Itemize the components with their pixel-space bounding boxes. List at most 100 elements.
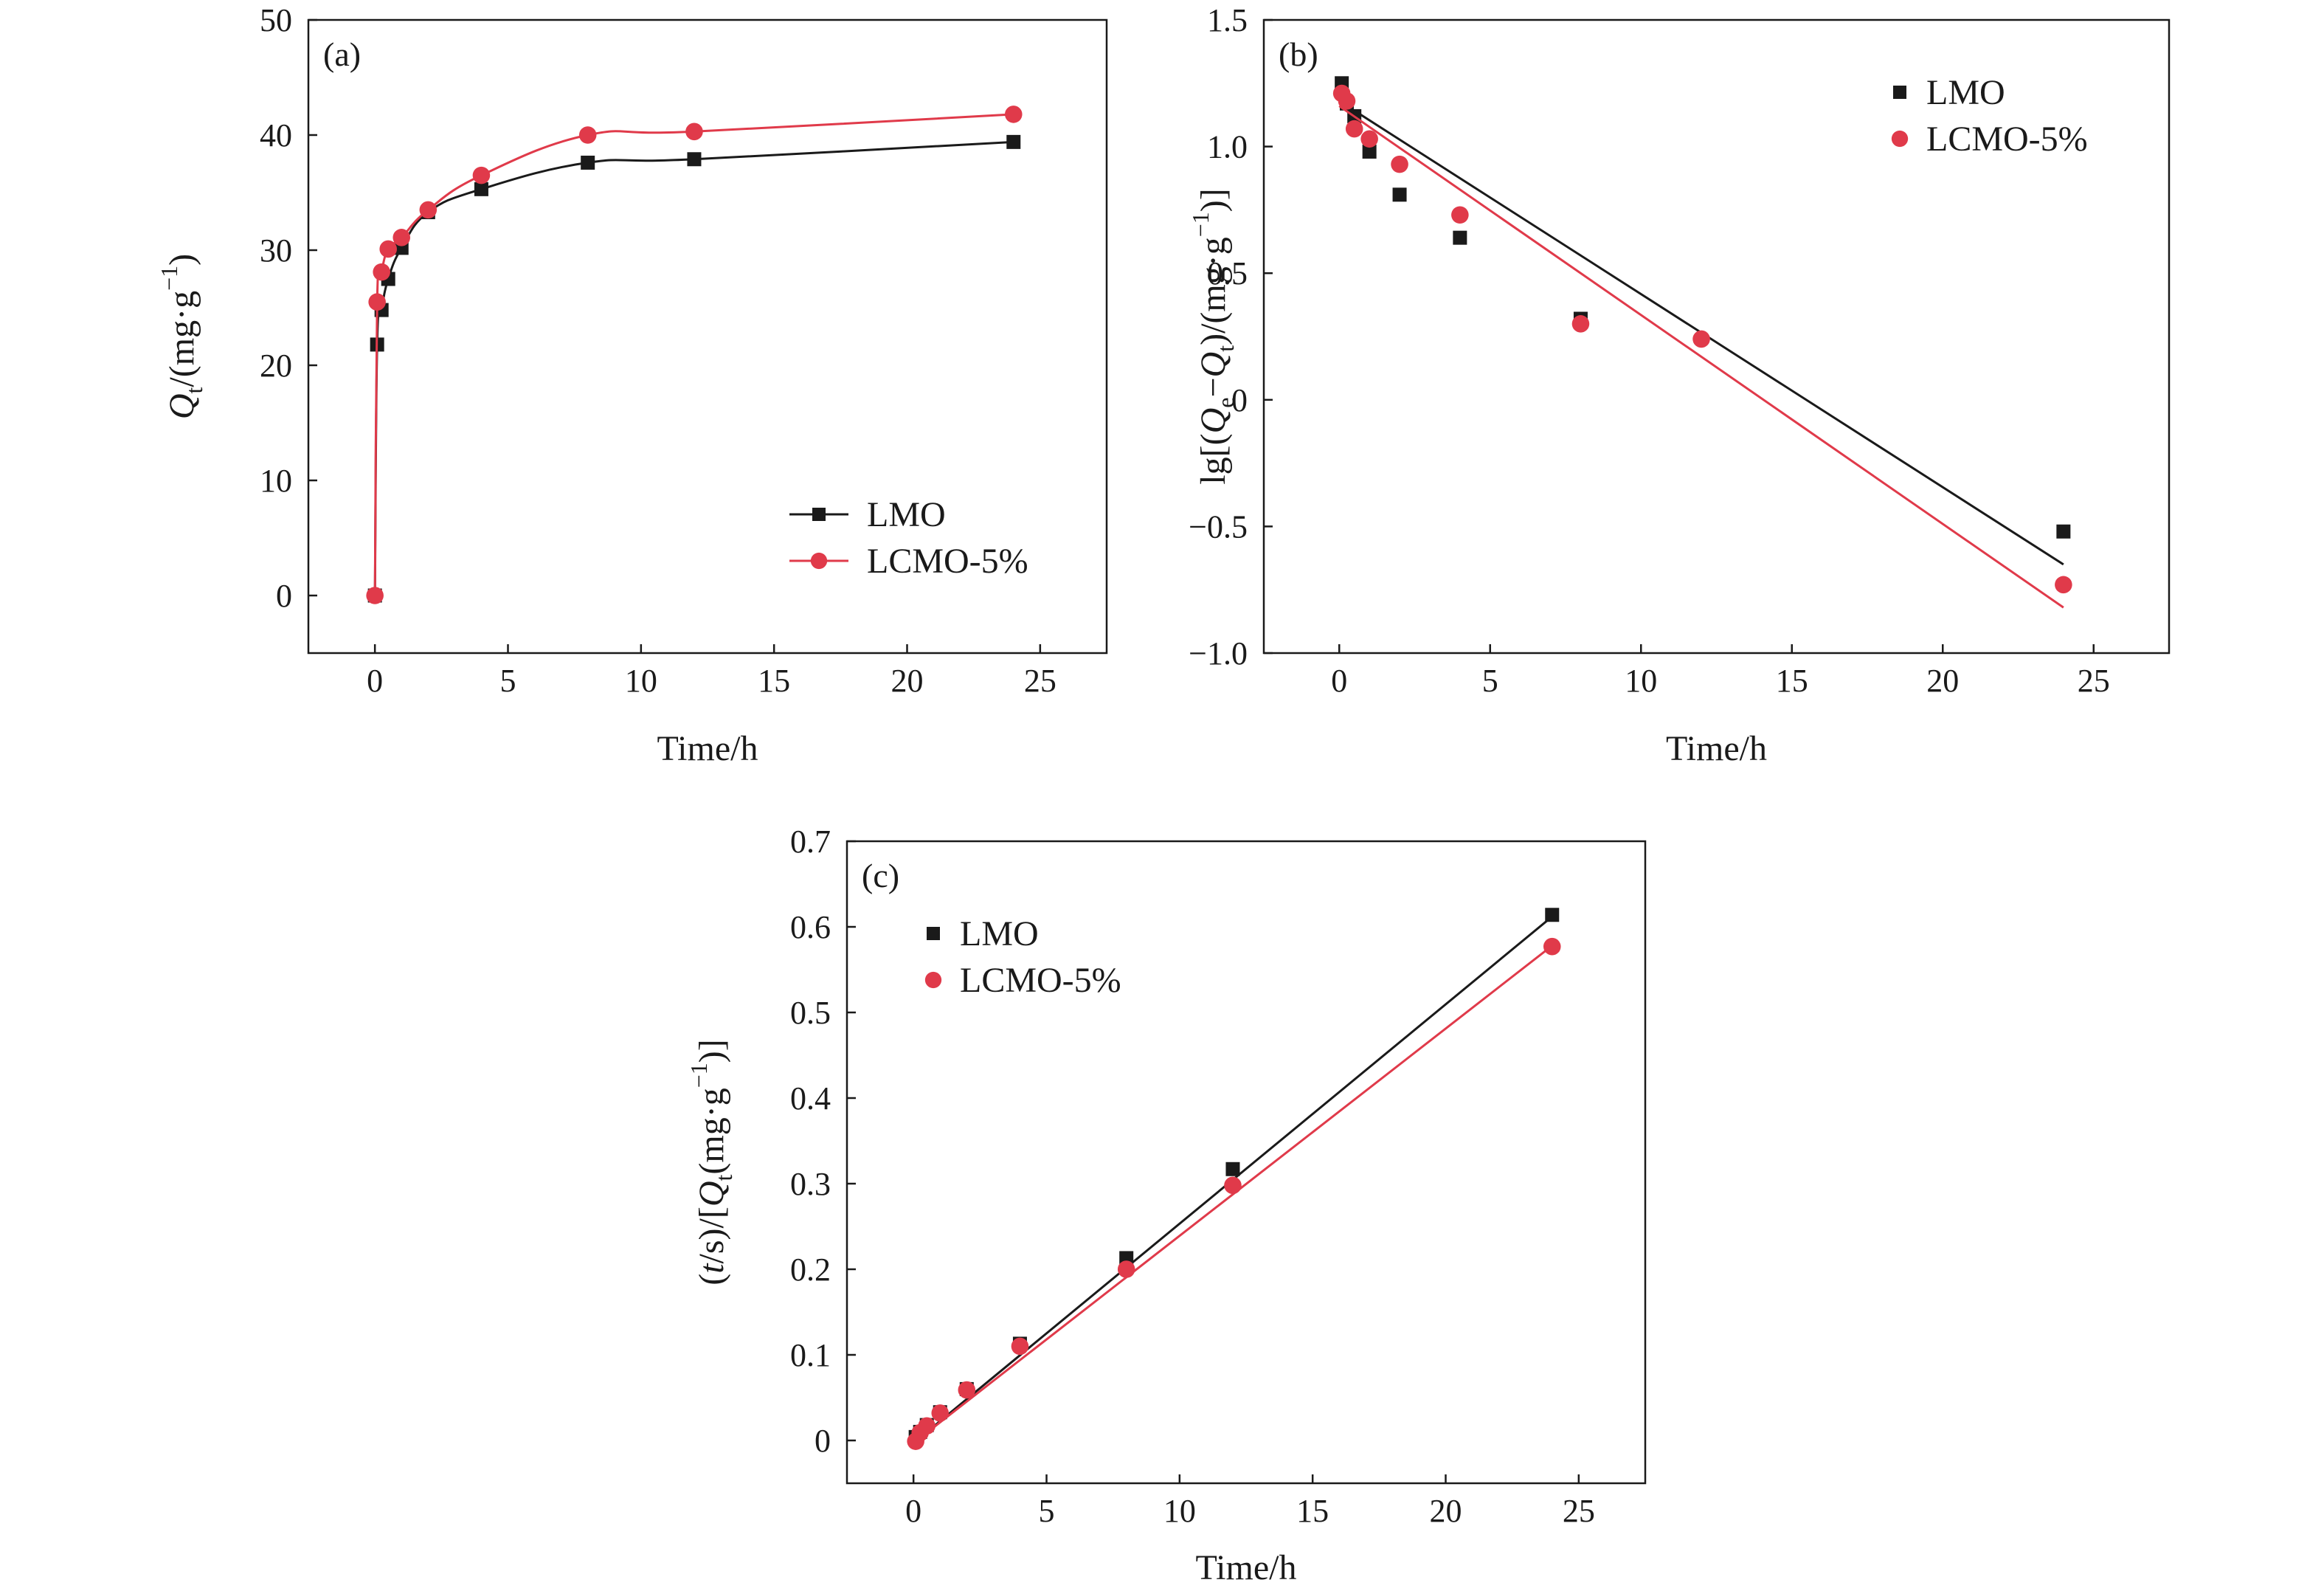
panel-a-y-axis-title: Qt/(mg·g−1) bbox=[156, 254, 207, 419]
panel-b-series-lmo-point bbox=[1392, 187, 1407, 202]
panel-c-y-tick-label: 0.2 bbox=[790, 1252, 831, 1288]
panel-b-y-tick-label: 0 bbox=[1231, 382, 1248, 418]
panel-a-y-tick-label: 50 bbox=[260, 2, 292, 38]
panel-a-series-lcmo-5-point bbox=[368, 293, 386, 311]
panel-a-x-axis-title: Time/h bbox=[657, 729, 758, 768]
panel-c-series-lcmo-5-point bbox=[1011, 1337, 1029, 1356]
panel-c-legend-marker bbox=[924, 971, 942, 989]
panel-c-series-lcmo-5-point bbox=[1117, 1260, 1135, 1278]
panel-a-y-tick-label: 40 bbox=[260, 117, 292, 153]
panel-b-y-tick-label: −1.0 bbox=[1189, 635, 1248, 672]
panel-c-y-axis-title: (t/s)/[Qt(mg·g−1)] bbox=[685, 1039, 737, 1285]
panel-a-plot-frame bbox=[307, 18, 1108, 655]
panel-c-y-tick-label: 0.6 bbox=[790, 909, 831, 945]
panel-b-x-tick-label: 5 bbox=[1482, 663, 1498, 699]
panel-c-x-tick-label: 15 bbox=[1296, 1493, 1329, 1529]
panel-c-x-tick-label: 5 bbox=[1039, 1493, 1055, 1529]
panel-a-series-lcmo-5-point bbox=[379, 240, 397, 258]
panel-a-x-tick-label: 20 bbox=[891, 663, 924, 699]
panel-c-series-lmo-point bbox=[1545, 908, 1560, 922]
panel-c-y-tick-label: 0 bbox=[815, 1423, 831, 1459]
panel-a-y-tick-label: 0 bbox=[276, 578, 292, 614]
panel-c-y-tick-label: 0.3 bbox=[790, 1166, 831, 1202]
panel-a-series-lmo-point bbox=[581, 155, 595, 170]
panel-c-series-lcmo-5-point bbox=[931, 1404, 950, 1422]
panel-b-legend-label: LCMO-5% bbox=[1926, 120, 2088, 159]
panel-b-series-lcmo-5-point bbox=[1360, 130, 1378, 148]
panel-b-series-lmo-point bbox=[2056, 524, 2071, 539]
panel-b-x-tick-label: 10 bbox=[1625, 663, 1657, 699]
panel-b-series-lcmo-5-point bbox=[2055, 576, 2072, 594]
panel-c-x-tick-label: 0 bbox=[905, 1493, 921, 1529]
panel-a-x-tick-label: 5 bbox=[500, 663, 516, 699]
panel-c-legend-label: LCMO-5% bbox=[960, 961, 1121, 1000]
panel-a-series-lmo-point bbox=[474, 182, 488, 196]
panel-b-x-tick-label: 0 bbox=[1331, 663, 1347, 699]
panel-c-y-tick-label: 0.5 bbox=[790, 995, 831, 1031]
panel-b-x-axis-title: Time/h bbox=[1666, 729, 1767, 768]
panel-c-series-lcmo-5-point bbox=[1543, 937, 1561, 956]
panel-a-label: (a) bbox=[323, 35, 361, 73]
panel-a-x-tick-label: 15 bbox=[758, 663, 790, 699]
panel-a-x-tick-label: 25 bbox=[1024, 663, 1056, 699]
panel-a-x-tick-label: 10 bbox=[625, 663, 657, 699]
panel-b-legend: LMO LCMO-5% bbox=[1891, 73, 2088, 159]
panel-b-series-lcmo-5-point bbox=[1451, 206, 1469, 224]
panel-b-legend-marker bbox=[1891, 130, 1909, 148]
panel-b-x-tick-label: 15 bbox=[1776, 663, 1808, 699]
panel-c-y-tick-label: 0.7 bbox=[790, 824, 831, 860]
panel-c-plot-frame bbox=[845, 840, 1647, 1485]
panel-a-legend: LMO LCMO-5% bbox=[789, 495, 1028, 581]
panel-b-series-lcmo-5-point bbox=[1692, 330, 1710, 348]
panel-a-series-lmo-point bbox=[687, 152, 702, 167]
panel-a-legend-marker bbox=[812, 508, 826, 521]
panel-a-legend-label: LMO bbox=[867, 495, 946, 534]
panel-c-x-tick-label: 10 bbox=[1163, 1493, 1196, 1529]
panel-b-series-lcmo-5-point bbox=[1338, 92, 1356, 110]
panel-b-y-tick-label: 1.0 bbox=[1207, 129, 1248, 165]
panel-a-y-tick-label: 30 bbox=[260, 232, 292, 269]
panel-b-series-lcmo-5-point bbox=[1571, 315, 1590, 333]
panel-a-legend-label: LCMO-5% bbox=[867, 542, 1028, 581]
panel-b-series-lmo-point bbox=[1453, 230, 1467, 245]
panel-a-y-tick-label: 10 bbox=[260, 463, 292, 499]
panel-a-series-lcmo-5-point bbox=[472, 166, 491, 184]
panel-a-series-lcmo-5-point bbox=[373, 263, 390, 281]
panel-b-x-tick-label: 25 bbox=[2078, 663, 2110, 699]
panel-c-legend-label: LMO bbox=[960, 914, 1039, 953]
panel-c-legend-marker bbox=[927, 927, 940, 940]
panel-a-series-lcmo-5-point bbox=[685, 122, 703, 141]
panel-c-label: (c) bbox=[862, 857, 899, 894]
panel-b-series-lcmo-5 bbox=[1332, 84, 2072, 609]
panel-a: 0 5 10 15 20 25 0 10 20 30 40 50 (a) Time/h Qt/(mg·g−1… bbox=[156, 2, 1108, 768]
panel-a-series-lmo-point bbox=[1006, 134, 1021, 149]
panel-c-series-lcmo-5-point bbox=[1224, 1176, 1242, 1195]
panel-c-series-lmo-point bbox=[1225, 1162, 1240, 1176]
panel-c-series-lcmo-5-point bbox=[958, 1381, 976, 1399]
panel-c-x-tick-label: 25 bbox=[1563, 1493, 1595, 1529]
panel-a-series-lcmo-5-point bbox=[392, 229, 411, 246]
panel-b-y-tick-label: 1.5 bbox=[1207, 2, 1248, 38]
panel-a-legend-marker bbox=[810, 552, 828, 570]
panel-c: 0 5 10 15 20 25 0 0.1 0.2 0.3 0.4 0.5 0.6 0.7 (c) Time/… bbox=[685, 824, 1647, 1587]
panel-a-x-tick-label: 0 bbox=[367, 663, 383, 699]
panel-a-series-lcmo-5-point bbox=[419, 201, 438, 219]
panel-a-series-lcmo-5-point bbox=[578, 126, 597, 144]
panel-c-x-axis-title: Time/h bbox=[1196, 1548, 1297, 1587]
panel-b-legend-marker bbox=[1893, 86, 1906, 99]
panel-b-y-tick-label: 0.5 bbox=[1207, 255, 1248, 291]
panel-a-series-lcmo-5-point bbox=[366, 587, 384, 604]
panel-c-y-tick-label: 0.1 bbox=[790, 1337, 831, 1373]
panel-a-series-lcmo-5 bbox=[366, 106, 1023, 604]
panel-a-series-lcmo-5-point bbox=[1004, 106, 1023, 123]
panel-b-label: (b) bbox=[1279, 35, 1318, 73]
panel-b: 0 5 10 15 20 25 −1.0 −0.5 0 0.5 1.0 1.5 (b) Time/h lg[… bbox=[1187, 2, 2171, 768]
panel-c-y-tick-label: 0.4 bbox=[790, 1080, 831, 1117]
panel-b-series-lcmo-5-point bbox=[1345, 120, 1363, 138]
panel-b-x-tick-label: 20 bbox=[1926, 663, 1959, 699]
panel-b-y-tick-label: −0.5 bbox=[1189, 508, 1248, 545]
panel-c-legend: LMO LCMO-5% bbox=[924, 914, 1121, 1000]
panel-c-series-lcmo-5-fit-line bbox=[913, 945, 1553, 1444]
panel-b-series-lcmo-5-fit-line bbox=[1338, 105, 2064, 609]
